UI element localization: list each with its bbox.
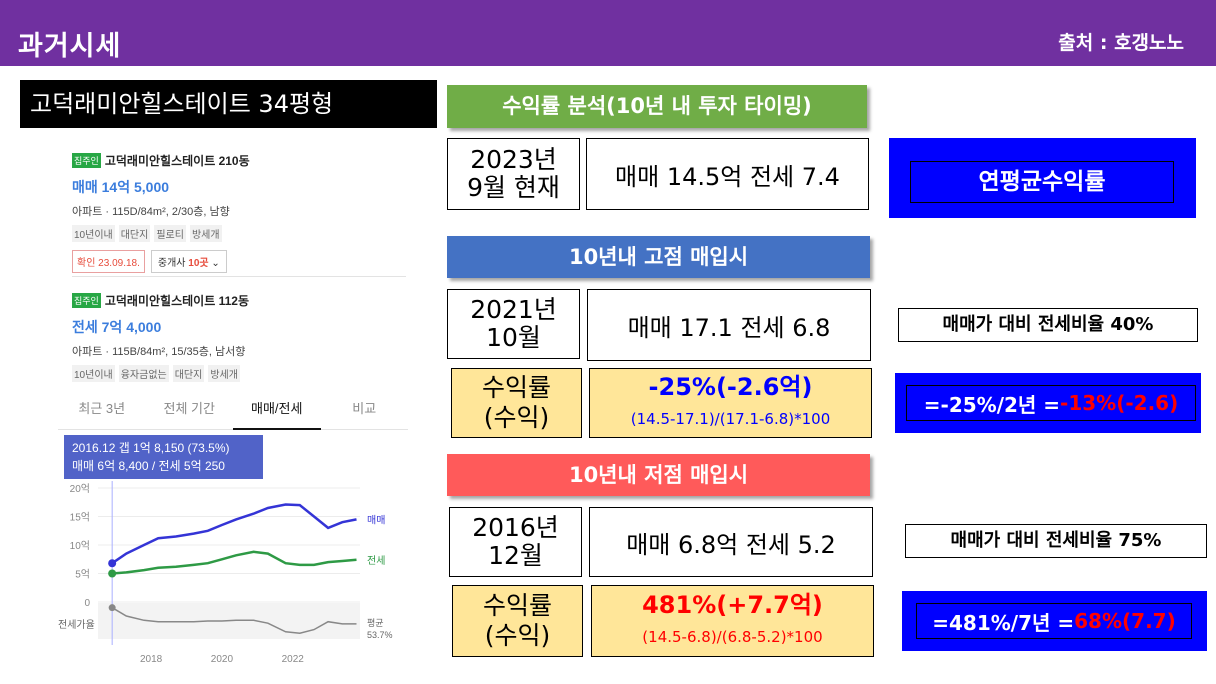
y-tick-label: 10억 xyxy=(70,540,90,552)
low-ratio: 매매가 대비 전세비율 75% xyxy=(905,524,1207,558)
high-return-sub-label: (수익) xyxy=(483,403,550,432)
series-label: 매매 xyxy=(367,514,385,526)
x-tick-label: 2022 xyxy=(282,654,305,665)
y-tick-label: 5억 xyxy=(75,569,90,581)
tab-all-period[interactable]: 전체 기간 xyxy=(145,396,233,430)
chevron-down-icon: ⌄ xyxy=(211,258,220,269)
series-line-ratio xyxy=(111,607,357,634)
x-tick-label: 2020 xyxy=(211,654,234,665)
current-value-box: 매매 14.5억 전세 7.4 xyxy=(586,138,869,210)
high-date-box: 2021년 10월 xyxy=(447,289,580,359)
tab-compare[interactable]: 비교 xyxy=(320,396,408,430)
y-tick-label: 20억 xyxy=(70,483,90,495)
high-return-label-box: 수익률 (수익) xyxy=(451,368,582,438)
series-start-point xyxy=(108,559,117,568)
source-label: 출처 : 호갱노노 xyxy=(1058,32,1184,54)
listing-card[interactable]: 집주인 고덕래미안힐스테이트 210동 매매 14억 5,000 아파트 · 1… xyxy=(72,152,406,273)
high-date-month: 10월 xyxy=(486,323,541,352)
current-date-year: 2023년 xyxy=(470,145,557,174)
high-value-box: 매매 17.1 전세 6.8 xyxy=(587,289,871,361)
high-calc-prefix: =-25%/2년 = xyxy=(923,392,1061,417)
listing-tag: 필로티 xyxy=(154,225,186,242)
high-value: 매매 17.1 전세 6.8 xyxy=(627,313,831,342)
series-line-sale xyxy=(111,503,357,565)
owner-badge: 집주인 xyxy=(72,293,101,308)
series-label: 전세 xyxy=(367,555,385,567)
header-bar: 과거시세 출처 : 호갱노노 xyxy=(0,0,1216,66)
high-return-label: 수익률 xyxy=(481,373,551,402)
avg-label: 평균 xyxy=(367,618,384,628)
high-calc-block xyxy=(895,373,1201,433)
tooltip-line1: 2016.12 갭 1억 8,150 (73.5%) xyxy=(72,441,230,455)
broker-count: 10곳 xyxy=(188,258,209,269)
apartment-name: 고덕래미안힐스테이트 34평형 xyxy=(20,80,437,128)
chart-tabs: 최근 3년 전체 기간 매매/전세 비교 xyxy=(58,396,408,430)
series-line-jeonse xyxy=(112,550,357,575)
analysis-title: 수익률 분석(10년 내 투자 타이밍) xyxy=(447,85,867,128)
listing-tag: 방세개 xyxy=(208,365,240,382)
page-title: 과거시세 xyxy=(18,31,122,62)
listing-tag: 대단지 xyxy=(172,365,205,382)
high-title: 10년내 고점 매입시 xyxy=(447,236,870,278)
low-return-value: 481%(+7.7억) xyxy=(642,591,823,619)
listing-card[interactable]: 집주인 고덕래미안힐스테이트 112동 전세 7억 4,000 아파트 · 11… xyxy=(72,292,406,382)
listing-tag: 방세개 xyxy=(189,225,222,242)
high-return-box: -25%(-2.6억) (14.5-17.1)/(17.1-6.8)*100 xyxy=(589,368,872,438)
listing-price: 전세 7억 4,000 xyxy=(72,319,162,335)
listing-name: 고덕래미안힐스테이트 112동 xyxy=(104,294,249,308)
high-return-value: -25%(-2.6억) xyxy=(648,373,813,401)
x-tick-label: 2018 xyxy=(140,654,163,665)
high-date-year: 2021년 xyxy=(470,295,557,324)
low-date-month: 12월 xyxy=(488,541,543,570)
avg-return-block xyxy=(889,138,1196,218)
confirm-date: 확인 23.09.18. xyxy=(72,250,145,273)
listing-tag: 10년이내 xyxy=(72,365,115,382)
avg-value: 53.7% xyxy=(367,630,393,640)
listing-spec: 아파트 · 115B/84m², 15/35층, 남서향 xyxy=(72,346,246,358)
low-calc: =481%/7년 = 68%(7.7) xyxy=(916,603,1192,639)
tab-sale-jeonse[interactable]: 매매/전세 xyxy=(233,396,321,430)
current-value: 매매 14.5억 전세 7.4 xyxy=(615,162,840,191)
broker-dropdown[interactable]: 중개사 10곳 ⌄ xyxy=(150,250,227,273)
listing-tag: 융자금없는 xyxy=(118,365,169,382)
low-value: 매매 6.8억 전세 5.2 xyxy=(626,530,836,559)
ratio-label: 전세가율 xyxy=(58,619,95,631)
series-start-point xyxy=(108,569,117,578)
low-calc-block xyxy=(902,591,1207,651)
low-title: 10년내 저점 매입시 xyxy=(447,454,870,496)
low-return-sub-label: (수익) xyxy=(484,621,551,650)
low-date-box: 2016년 12월 xyxy=(449,507,582,577)
broker-label: 중개사 xyxy=(157,258,186,269)
ratio-start-point xyxy=(108,604,116,612)
divider xyxy=(72,276,406,277)
high-return-formula: (14.5-17.1)/(17.1-6.8)*100 xyxy=(630,410,831,428)
y-tick-label: 0 xyxy=(84,598,90,609)
listing-price: 매매 14억 5,000 xyxy=(72,179,170,195)
high-calc: =-25%/2년 = -13%(-2.6) xyxy=(906,385,1196,421)
high-ratio: 매매가 대비 전세비율 40% xyxy=(898,308,1198,342)
owner-badge: 집주인 xyxy=(72,153,101,168)
low-date-year: 2016년 xyxy=(472,513,559,542)
avg-return-label: 연평균수익률 xyxy=(910,161,1174,203)
chart-tooltip: 2016.12 갭 1억 8,150 (73.5%) 매매 6억 8,400 /… xyxy=(64,435,263,479)
price-chart[interactable]: 20억 15억 10억 5억 0 전세가율 평균 53.7% 2018 2020 2022 매매 전세 … xyxy=(58,433,410,669)
listing-tag: 대단지 xyxy=(118,225,151,242)
listing-spec: 아파트 · 115D/84m², 2/30층, 남향 xyxy=(72,206,230,218)
low-return-formula: (14.5-6.8)/(6.8-5.2)*100 xyxy=(642,628,823,646)
y-tick-label: 15억 xyxy=(70,512,90,524)
low-return-box: 481%(+7.7억) (14.5-6.8)/(6.8-5.2)*100 xyxy=(591,585,874,657)
low-calc-result: 68%(7.7) xyxy=(1074,609,1176,633)
low-value-box: 매매 6.8억 전세 5.2 xyxy=(589,507,873,577)
current-date-box: 2023년 9월 현재 xyxy=(447,138,580,210)
current-date-month: 9월 현재 xyxy=(467,173,560,202)
high-calc-result: -13%(-2.6) xyxy=(1060,391,1179,415)
tooltip-line2: 매매 6억 8,400 / 전세 5억 250 xyxy=(72,459,225,473)
low-return-label: 수익률 xyxy=(482,591,552,620)
listing-name: 고덕래미안힐스테이트 210동 xyxy=(104,154,250,168)
low-calc-prefix: =481%/7년 = xyxy=(932,610,1075,635)
low-return-label-box: 수익률 (수익) xyxy=(452,585,583,657)
tab-recent-3y[interactable]: 최근 3년 xyxy=(58,396,146,430)
listing-tag: 10년이내 xyxy=(72,225,115,242)
